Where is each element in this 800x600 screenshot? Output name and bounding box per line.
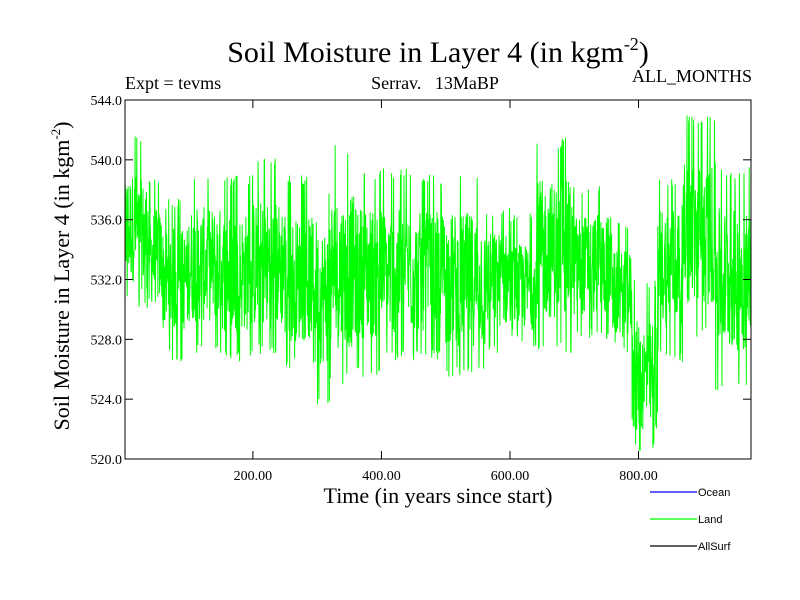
y-tick-label: 520.0 <box>91 453 123 468</box>
chart-title-close: ) <box>639 36 649 69</box>
y-tick-label: 532.0 <box>91 274 123 289</box>
y-tick-label: 528.0 <box>91 333 123 348</box>
y-tick-label: 524.0 <box>91 393 123 408</box>
y-axis-label: Soil Moisture in Layer 4 (in kgm-2) <box>48 121 74 430</box>
y-tick-label: 540.0 <box>91 154 123 169</box>
y-tick-label: 536.0 <box>91 214 123 229</box>
legend-label-land: Land <box>698 514 722 526</box>
period-label: Serrav. 13MaBP <box>371 73 499 93</box>
plot-frame <box>124 99 752 460</box>
series-land-line <box>124 115 752 451</box>
data-layer <box>124 115 752 451</box>
chart-title: Soil Moisture in Layer 4 (in kgm-2) <box>227 34 649 69</box>
legend: Ocean Land AllSurf <box>650 487 731 553</box>
x-tick-label: 800.00 <box>619 469 658 484</box>
x-tick-label: 600.00 <box>491 469 530 484</box>
experiment-label: Expt = tevms <box>125 73 221 93</box>
legend-label-ocean: Ocean <box>698 487 730 499</box>
y-axis-label-close: ) <box>49 121 74 128</box>
legend-label-allsurf: AllSurf <box>698 541 731 553</box>
chart-title-superscript: -2 <box>624 34 639 54</box>
x-tick-label: 200.00 <box>234 469 273 484</box>
x-tick-label: 400.00 <box>362 469 401 484</box>
y-tick-label: 544.0 <box>91 94 123 109</box>
months-label: ALL_MONTHS <box>632 66 752 86</box>
x-axis-label: Time (in years since start) <box>324 483 553 508</box>
y-axis-label-superscript: -2 <box>48 129 63 140</box>
